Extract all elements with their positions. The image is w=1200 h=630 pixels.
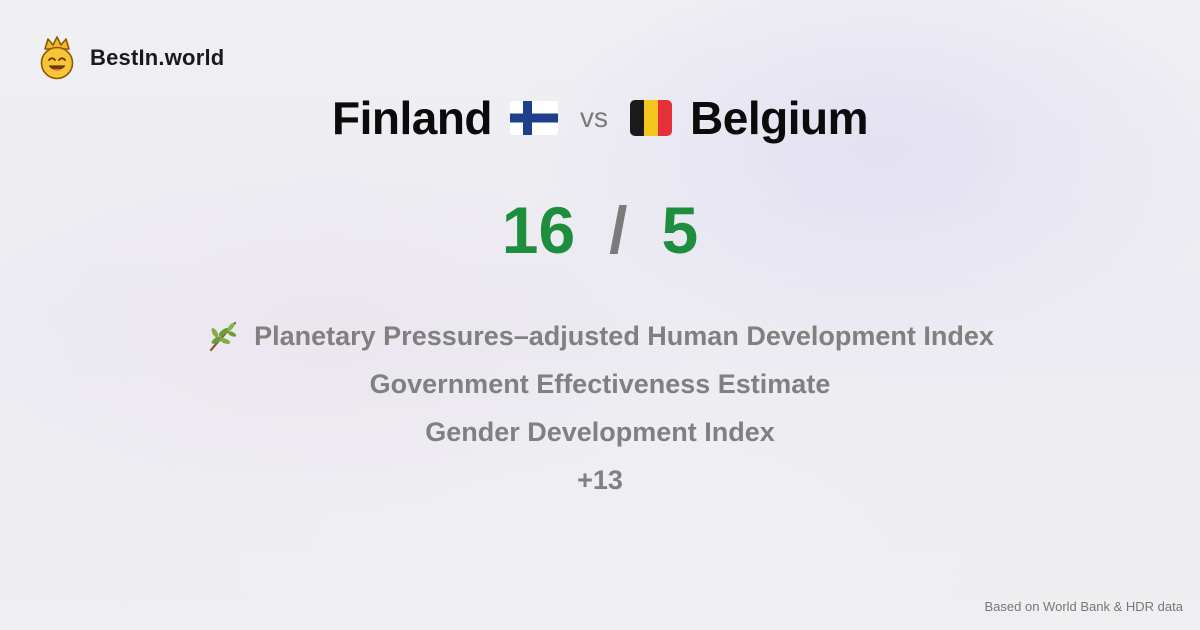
brand[interactable]: BestIn.world [38, 36, 224, 80]
metric-label: Gender Development Index [425, 416, 775, 447]
metric-item: Government Effectiveness Estimate [370, 360, 831, 408]
metric-label: Government Effectiveness Estimate [369, 368, 831, 399]
left-score: 16 [501, 193, 576, 267]
crown-smiley-icon [40, 36, 74, 80]
metric-label: +13 [577, 464, 623, 495]
belgium-flag-icon [630, 100, 673, 136]
score: 16 / 5 [0, 192, 1200, 268]
metrics-list: Planetary Pressures–adjusted Human Devel… [0, 312, 1200, 504]
olive-branch-icon [210, 321, 237, 352]
finland-flag-icon [510, 101, 559, 135]
metric-item: Planetary Pressures–adjusted Human Devel… [206, 312, 994, 360]
score-separator: / [609, 193, 628, 267]
comparison-title: Finland vs Belgium [0, 86, 1200, 150]
data-source-note: Based on World Bank & HDR data [984, 599, 1183, 614]
more-metrics-count: +13 [577, 456, 623, 504]
vs-label: vs [580, 102, 609, 133]
left-country-name: Finland [331, 92, 493, 144]
brand-name: BestIn.world [90, 45, 225, 70]
metric-item: Gender Development Index [425, 408, 775, 456]
right-score: 5 [661, 193, 699, 267]
metric-label: Planetary Pressures–adjusted Human Devel… [254, 320, 994, 351]
right-country-name: Belgium [690, 92, 868, 144]
